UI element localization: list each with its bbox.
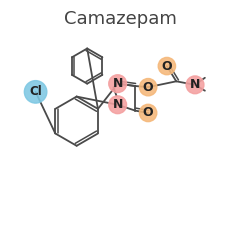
Text: N: N xyxy=(190,78,200,91)
Circle shape xyxy=(109,96,126,114)
Circle shape xyxy=(139,104,157,122)
Text: O: O xyxy=(143,107,153,120)
Circle shape xyxy=(24,81,47,103)
Text: N: N xyxy=(113,98,123,111)
Text: Camazepam: Camazepam xyxy=(64,10,176,28)
Circle shape xyxy=(109,75,126,93)
Circle shape xyxy=(139,78,157,96)
Text: N: N xyxy=(113,77,123,90)
Circle shape xyxy=(158,57,176,75)
Text: O: O xyxy=(162,60,172,72)
Circle shape xyxy=(186,76,204,94)
Text: O: O xyxy=(143,81,153,94)
Text: Cl: Cl xyxy=(29,85,42,98)
